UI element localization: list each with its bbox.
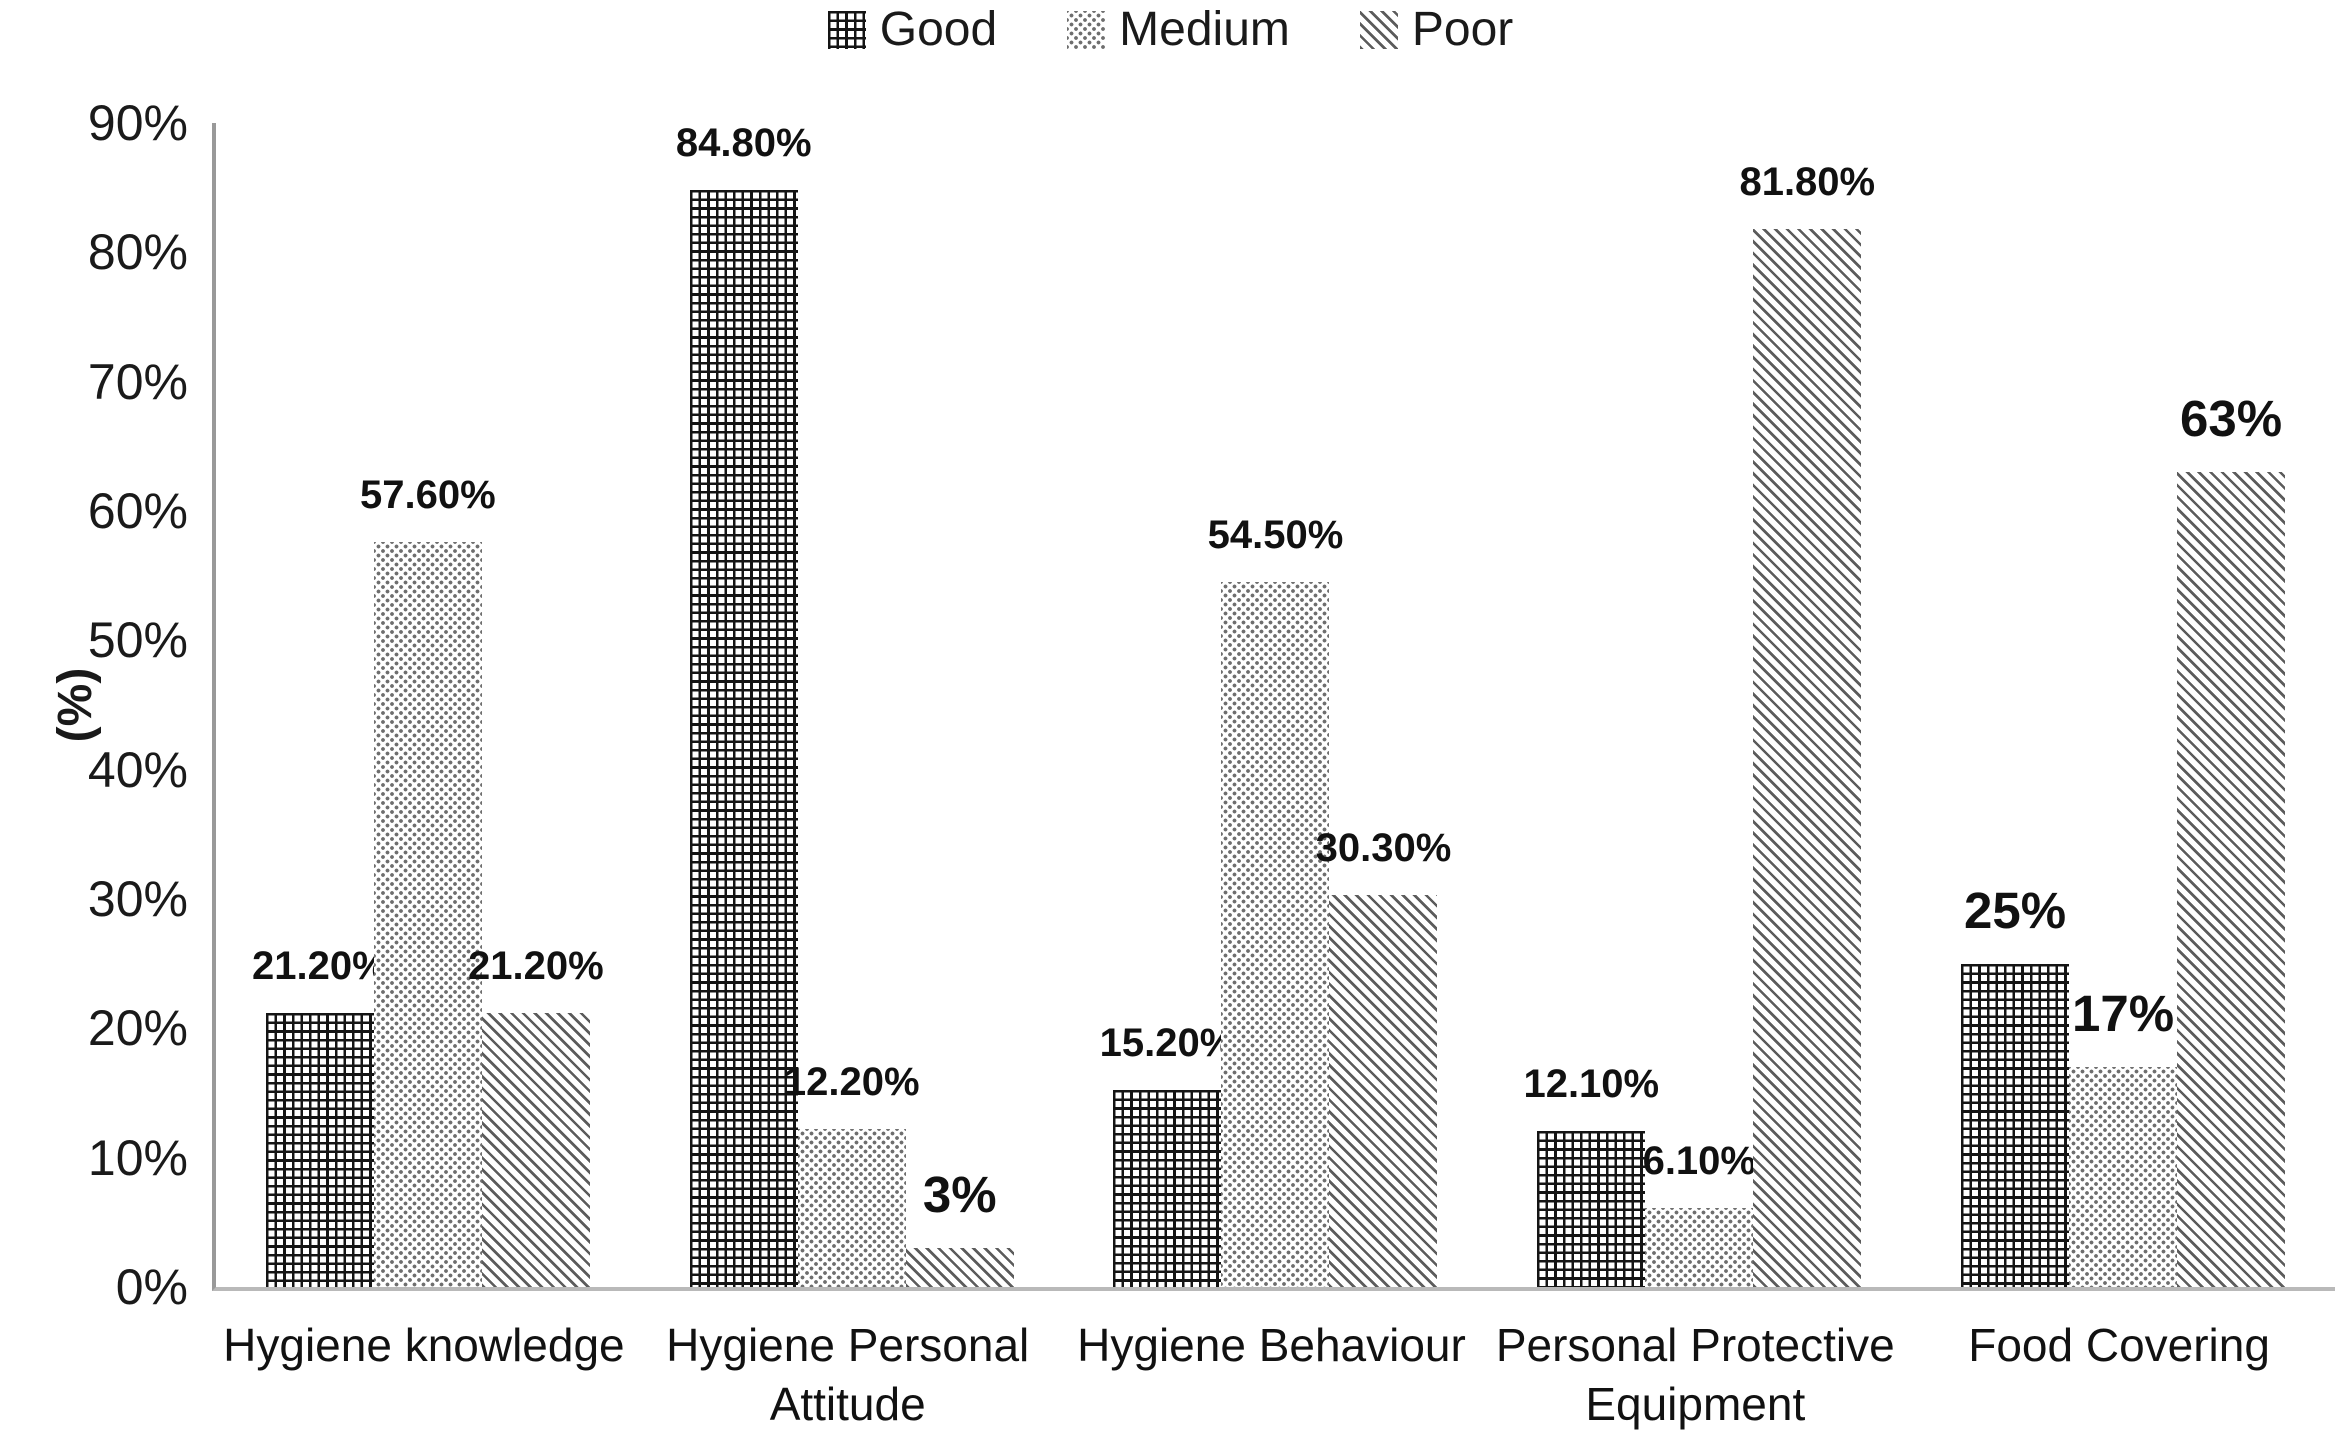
data-label-good-hygiene-personal-attitude: 84.80%: [675, 121, 812, 166]
bar-medium-hygiene-personal-attitude: 12.20%: [784, 1060, 920, 1287]
y-tick-70: 70%: [87, 353, 188, 410]
category-label-personal-protective-equipment: Personal Protective Equipment: [1495, 1319, 1895, 1430]
bar-good-hygiene-personal-attitude: 84.80%: [676, 121, 812, 1287]
bar-good-hygiene-knowledge: 21.20%: [252, 944, 388, 1287]
data-label-poor-food-covering: 63%: [2180, 390, 2283, 448]
diagonal-pattern-swatch-icon: [1359, 10, 1398, 49]
bar-groups: 21.20% 57.60% 21.20% 84.80% 12.20% 3% 15.20% 54…: [216, 121, 2335, 1287]
data-label-good-hygiene-knowledge: 21.20%: [252, 943, 388, 988]
data-label-medium-personal-protective-equipment: 6.10%: [1642, 1139, 1756, 1184]
y-axis-ticks: 0% 10% 20% 30% 40% 50% 60% 70% 80% 90%: [88, 98, 2335, 1312]
y-tick-10: 10%: [87, 1129, 188, 1186]
bar-medium-food-covering: 17%: [2069, 985, 2178, 1287]
bar-medium-hygiene-behaviour: 54.50%: [1208, 513, 1343, 1287]
legend-item-medium: Medium: [1067, 2, 1290, 57]
bar-group-personal-protective-equipment: 12.10% 6.10% 81.80%: [1487, 123, 1911, 1287]
bar-group-hygiene-personal-attitude: 84.80% 12.20% 3%: [640, 121, 1064, 1287]
data-label-good-food-covering: 25%: [1964, 881, 2067, 939]
y-tick-30: 30%: [87, 871, 188, 927]
data-label-poor-hygiene-behaviour: 30.30%: [1315, 826, 1452, 871]
bar-good-hygiene-behaviour: 15.20%: [1100, 1021, 1235, 1287]
data-label-poor-personal-protective-equipment: 81.80%: [1739, 160, 1876, 205]
y-tick-50: 50%: [87, 612, 188, 669]
bar-medium-personal-protective-equipment: 6.10%: [1643, 1139, 1756, 1287]
grid-pattern-swatch-icon: [827, 10, 866, 49]
y-axis-title: (%): [48, 667, 102, 743]
data-label-medium-food-covering: 17%: [2072, 985, 2175, 1043]
legend-label-good: Good: [879, 3, 998, 56]
y-tick-0: 0%: [115, 1259, 188, 1315]
legend-label-poor: Poor: [1411, 3, 1514, 56]
y-tick-90: 90%: [87, 95, 188, 151]
data-label-good-hygiene-behaviour: 15.20%: [1099, 1021, 1236, 1066]
category-label-hygiene-personal-attitude: Hygiene Personal Attitude: [666, 1319, 1030, 1430]
y-tick-40: 40%: [87, 741, 188, 798]
category-label-hygiene-knowledge: Hygiene knowledge: [223, 1319, 625, 1371]
data-label-medium-hygiene-behaviour: 54.50%: [1207, 513, 1344, 558]
legend-item-poor: Poor: [1359, 2, 1514, 57]
y-tick-20: 20%: [87, 1000, 188, 1057]
bar-group-food-covering: 25% 17% 63%: [1911, 123, 2335, 1287]
data-label-medium-hygiene-personal-attitude: 12.20%: [783, 1060, 920, 1105]
bar-good-personal-protective-equipment: 12.10%: [1523, 1062, 1659, 1287]
x-axis-category-labels: Hygiene knowledge Hygiene Personal Attitu…: [212, 1316, 2331, 1434]
y-tick-80: 80%: [87, 224, 188, 281]
data-label-poor-hygiene-knowledge: 21.20%: [468, 943, 604, 988]
y-tick-60: 60%: [87, 483, 188, 539]
category-label-food-covering: Food Covering: [1968, 1319, 2270, 1371]
plot-area: (%) 0% 10% 20% 30% 40% 50% 60% 70% 80% 90% 21.20%…: [49, 98, 2335, 1312]
bar-medium-hygiene-knowledge: 57.60%: [360, 473, 496, 1287]
bar-poor-food-covering: 63%: [2177, 390, 2286, 1287]
bar-group-hygiene-behaviour: 15.20% 54.50% 30.30%: [1064, 123, 1488, 1287]
bar-poor-hygiene-personal-attitude: 3%: [905, 1166, 1014, 1287]
chart-legend: Good Medium Poor: [0, 2, 2341, 57]
data-label-medium-hygiene-knowledge: 57.60%: [360, 473, 496, 518]
bar-good-food-covering: 25%: [1961, 882, 2070, 1287]
bar-poor-personal-protective-equipment: 81.80%: [1739, 160, 1875, 1287]
legend-label-medium: Medium: [1119, 3, 1290, 56]
bar-poor-hygiene-behaviour: 30.30%: [1316, 826, 1451, 1287]
bar-poor-hygiene-knowledge: 21.20%: [468, 944, 604, 1287]
dots-pattern-swatch-icon: [1067, 10, 1106, 49]
category-label-hygiene-behaviour: Hygiene Behaviour: [1077, 1319, 1466, 1371]
bar-group-hygiene-knowledge: 21.20% 57.60% 21.20%: [216, 123, 640, 1287]
data-label-good-personal-protective-equipment: 12.10%: [1523, 1061, 1660, 1106]
legend-item-good: Good: [827, 2, 998, 57]
data-label-poor-hygiene-personal-attitude: 3%: [922, 1166, 997, 1224]
